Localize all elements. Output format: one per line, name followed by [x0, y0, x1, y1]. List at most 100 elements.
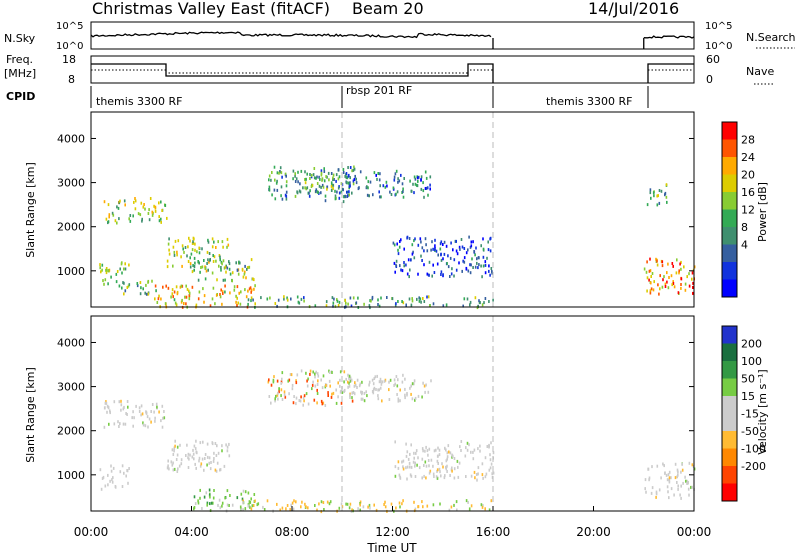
colorbar-swatch — [722, 343, 737, 362]
cpid-segment-1: themis 3300 RF — [96, 95, 183, 108]
echo-region — [118, 279, 153, 296]
nsky-tick-bottom: 10^0 — [56, 41, 83, 52]
date-label: 14/Jul/2016 — [588, 0, 679, 18]
colorbar-tick-label: -50 — [741, 425, 759, 438]
x-tick-label: 00:00 — [74, 525, 109, 539]
velocity-panel: 1000 2000 3000 4000 Slant Range [km] 200 100… — [24, 315, 769, 554]
echo-region — [99, 464, 130, 491]
colorbar-tick-label: -100 — [741, 443, 766, 456]
y-tick-label: 3000 — [57, 381, 85, 394]
colorbar-swatch — [722, 174, 737, 193]
power-panel: 1000 2000 3000 4000 Slant Range [km] 28 24 20… — [24, 111, 769, 310]
freq-tick-top: 18 — [62, 53, 76, 66]
freq-label: Freq. — [6, 53, 33, 66]
cpid-segment-3: themis 3300 RF — [546, 95, 633, 108]
colorbar-swatch — [722, 262, 737, 280]
echo-region — [166, 236, 230, 270]
colorbar-tick-label: 100 — [741, 355, 762, 368]
echo-region — [343, 373, 432, 403]
nave-tick-bottom: 0 — [706, 73, 713, 86]
velocity-x-axis: 00:00 04:00 08:00 12:00 16:00 20:00 00:00 — [74, 506, 712, 539]
colorbar-swatch — [722, 209, 737, 228]
power-y-axis: 1000 2000 3000 4000 — [57, 132, 694, 278]
colorbar-tick-label: 16 — [741, 186, 755, 199]
nsearch-tick-bottom: 10^0 — [705, 41, 732, 52]
velocity-colorbar-label: Velocity [m s⁻¹] — [756, 369, 769, 454]
x-tick-label: 16:00 — [476, 525, 511, 539]
echo-region — [103, 197, 168, 225]
nave-tick-top: 60 — [706, 53, 720, 66]
nsky-label: N.Sky — [4, 32, 36, 45]
x-tick-label: 20:00 — [576, 525, 611, 539]
beam-label: Beam 20 — [352, 0, 424, 18]
y-tick-label: 1000 — [57, 265, 85, 278]
colorbar-swatch — [722, 466, 737, 484]
colorbar-swatch — [722, 413, 737, 432]
freq-trace — [91, 63, 694, 83]
colorbar-swatch — [722, 396, 737, 414]
colorbar-tick-label: 28 — [741, 134, 755, 147]
echo-region — [99, 261, 131, 287]
velocity-y-axis: 1000 2000 3000 4000 — [57, 336, 694, 482]
power-colorbar: 28 24 20 16 12 8 4 — [721, 121, 755, 298]
velocity-ylabel: Slant Range [km] — [24, 367, 37, 463]
colorbar-swatch — [722, 122, 737, 140]
power-ylabel: Slant Range [km] — [24, 162, 37, 258]
power-colorbar-label: Power [dB] — [756, 182, 769, 242]
colorbar-swatch — [722, 361, 737, 379]
y-tick-label: 2000 — [57, 221, 85, 234]
colorbar-swatch — [722, 192, 737, 210]
echo-region — [342, 169, 432, 199]
cpid-label: CPID — [6, 90, 35, 103]
colorbar-tick-label: 8 — [741, 221, 748, 234]
echo-region — [643, 257, 696, 296]
echo-region — [392, 235, 493, 279]
colorbar-tick-label: 12 — [741, 204, 755, 217]
echo-region — [646, 183, 668, 207]
y-tick-label: 4000 — [57, 336, 85, 349]
velocity-plot-area — [91, 316, 694, 511]
colorbar-frame — [721, 325, 738, 502]
y-tick-label: 3000 — [57, 177, 85, 190]
cpid-panel: CPID themis 3300 RF rbsp 201 RF themis 3… — [6, 84, 649, 108]
colorbar-swatch — [722, 279, 737, 298]
echo-region — [191, 258, 255, 283]
colorbar-swatch — [722, 326, 737, 344]
colorbar-swatch — [722, 483, 737, 502]
freq-frame — [90, 55, 695, 84]
colorbar-swatch — [722, 227, 737, 245]
x-tick-label: 04:00 — [174, 525, 209, 539]
freq-unit: [MHz] — [4, 67, 36, 80]
nsearch-tick-top: 10^5 — [705, 21, 732, 32]
figure-title: Christmas Valley East (fitACF) — [92, 0, 330, 18]
power-plot-area — [91, 112, 694, 307]
colorbar-swatch — [722, 157, 737, 175]
echo-region — [394, 440, 495, 482]
echo-region — [294, 169, 343, 195]
colorbar-tick-label: 15 — [741, 390, 755, 403]
colorbar-swatch — [722, 139, 737, 158]
echo-region — [103, 399, 166, 429]
freq-tick-bottom: 8 — [68, 73, 75, 86]
nsky-panel: N.Sky 10^5 10^0 10^5 10^0 N.Search — [4, 21, 796, 52]
velocity-echoes — [99, 369, 696, 514]
y-tick-label: 1000 — [57, 469, 85, 482]
x-tick-label: 00:00 — [677, 525, 712, 539]
x-tick-label: 08:00 — [275, 525, 310, 539]
nsky-trace — [90, 31, 695, 49]
colorbar-swatch — [722, 244, 737, 263]
colorbar-tick-label: 200 — [741, 338, 762, 351]
colorbar-tick-label: 20 — [741, 169, 755, 182]
colorbar-tick-label: 4 — [741, 239, 748, 252]
cpid-segment-2: rbsp 201 RF — [346, 84, 412, 97]
nsearch-label: N.Search — [746, 31, 796, 44]
power-echoes — [99, 165, 696, 310]
colorbar-tick-label: -200 — [741, 460, 766, 473]
freq-panel: Freq. [MHz] 18 8 60 0 Nave — [4, 53, 775, 86]
echo-region — [166, 439, 231, 473]
nsky-tick-top: 10^5 — [56, 21, 83, 32]
colorbar-swatch — [722, 431, 737, 449]
colorbar-tick-label: 50 — [741, 373, 755, 386]
x-axis-label: Time UT — [366, 541, 417, 554]
